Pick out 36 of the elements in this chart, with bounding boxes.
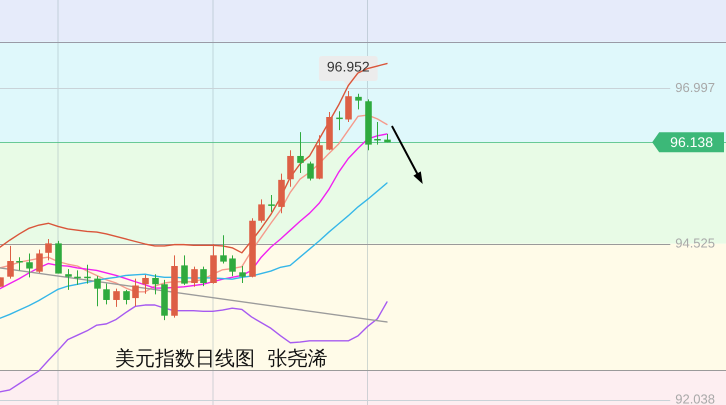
candlestick <box>181 254 188 286</box>
candlestick <box>16 256 23 271</box>
y-tick-label: 94.525 <box>675 235 715 250</box>
candlestick <box>123 289 130 305</box>
candlestick <box>36 249 43 274</box>
candlestick <box>94 276 101 307</box>
y-tick-label: 96.997 <box>675 80 715 95</box>
candlestick <box>307 161 314 181</box>
candlestick <box>84 264 91 284</box>
candlestick <box>26 252 33 278</box>
candlestick <box>142 274 149 294</box>
candlestick <box>113 288 120 308</box>
candlestick <box>74 270 81 286</box>
annotation: 96.952 <box>326 58 370 74</box>
candlestick <box>152 274 159 295</box>
ref-line-label: 96.138 <box>670 134 714 150</box>
candlestick <box>297 132 304 174</box>
candlestick <box>229 254 236 277</box>
candlestick <box>103 283 110 305</box>
candlestick <box>336 110 343 131</box>
candlestick <box>258 198 265 224</box>
candlestick <box>45 238 52 261</box>
candlestick <box>7 245 14 280</box>
candlestick <box>345 90 352 123</box>
candlestick <box>239 266 246 284</box>
candlestick <box>132 278 139 307</box>
y-tick-label: 92.038 <box>675 392 715 405</box>
candlestick <box>191 266 198 288</box>
candlestick <box>287 150 294 188</box>
candlestick <box>220 234 227 264</box>
candlestick <box>268 194 275 212</box>
candlestick <box>65 268 72 290</box>
candlestick <box>355 93 362 110</box>
text: 美元指数日线图 张尧浠 <box>115 346 328 370</box>
candlestick <box>374 122 381 146</box>
candlestick <box>200 266 207 287</box>
